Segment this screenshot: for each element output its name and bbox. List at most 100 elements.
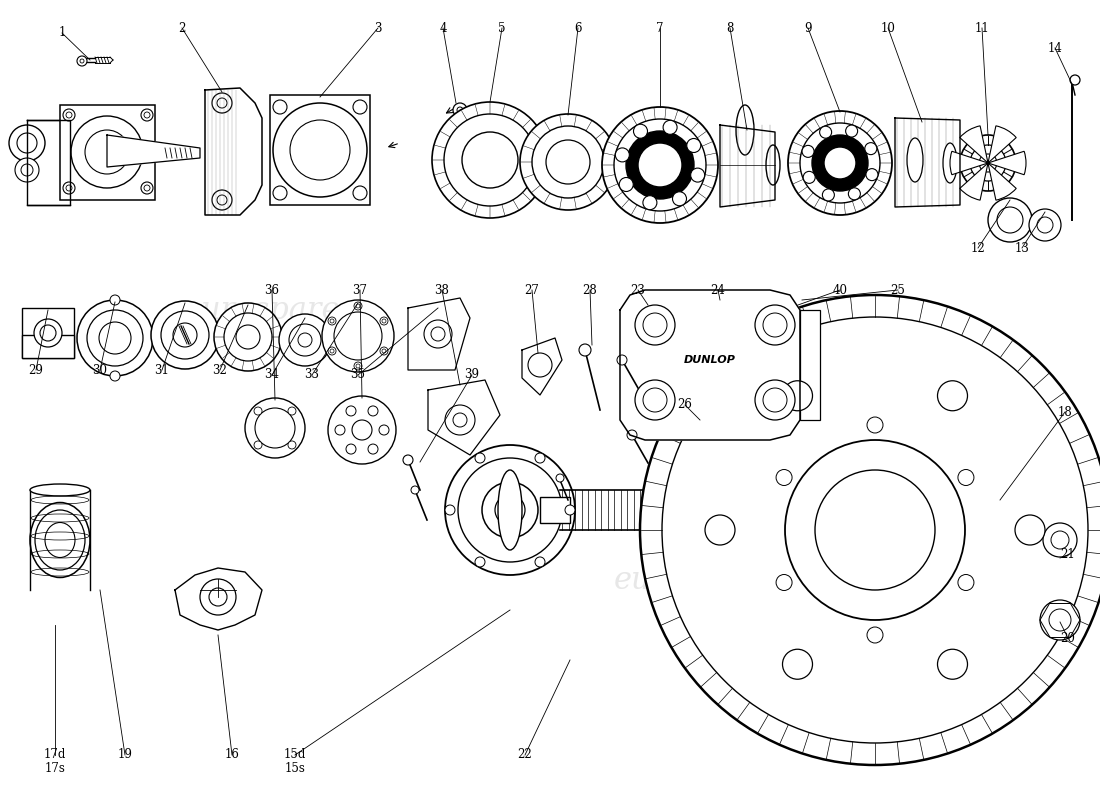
- Ellipse shape: [943, 143, 957, 183]
- Bar: [22, 308, 74, 358]
- Polygon shape: [428, 380, 501, 455]
- Circle shape: [346, 406, 356, 416]
- Circle shape: [110, 295, 120, 305]
- Circle shape: [1070, 75, 1080, 85]
- Circle shape: [209, 588, 227, 606]
- Text: 16: 16: [224, 749, 240, 762]
- Circle shape: [763, 388, 786, 412]
- Circle shape: [602, 107, 718, 223]
- Circle shape: [865, 142, 877, 154]
- Bar: [270, 95, 370, 205]
- Circle shape: [1043, 523, 1077, 557]
- Circle shape: [236, 325, 260, 349]
- Circle shape: [848, 188, 860, 200]
- Text: 4: 4: [439, 22, 447, 34]
- Circle shape: [672, 192, 686, 206]
- Polygon shape: [205, 88, 262, 215]
- Polygon shape: [408, 298, 470, 370]
- Circle shape: [224, 313, 272, 361]
- Text: 8: 8: [726, 22, 734, 34]
- Circle shape: [979, 154, 997, 172]
- Polygon shape: [522, 338, 562, 395]
- Circle shape: [846, 125, 858, 137]
- Polygon shape: [28, 120, 70, 205]
- Circle shape: [368, 406, 378, 416]
- Circle shape: [212, 93, 232, 113]
- Circle shape: [1049, 609, 1071, 631]
- Polygon shape: [107, 135, 200, 167]
- Circle shape: [379, 347, 388, 355]
- Circle shape: [579, 344, 591, 356]
- Circle shape: [614, 119, 706, 211]
- Text: 34: 34: [264, 369, 279, 382]
- Circle shape: [1028, 209, 1062, 241]
- Circle shape: [686, 138, 701, 153]
- Text: 23: 23: [630, 283, 646, 297]
- Text: 33: 33: [305, 369, 319, 382]
- Wedge shape: [960, 126, 988, 163]
- Circle shape: [382, 319, 386, 323]
- Circle shape: [336, 425, 345, 435]
- Circle shape: [217, 98, 227, 108]
- Text: 6: 6: [574, 22, 582, 34]
- Circle shape: [866, 169, 878, 181]
- Circle shape: [470, 105, 480, 115]
- Ellipse shape: [766, 145, 780, 185]
- Ellipse shape: [45, 522, 75, 558]
- Circle shape: [254, 441, 262, 449]
- Circle shape: [546, 140, 590, 184]
- Circle shape: [66, 112, 72, 118]
- Wedge shape: [950, 151, 988, 174]
- Circle shape: [958, 574, 974, 590]
- Circle shape: [379, 317, 388, 325]
- Circle shape: [255, 408, 295, 448]
- Text: 26: 26: [678, 398, 692, 411]
- Circle shape: [823, 189, 835, 201]
- Circle shape: [151, 301, 219, 369]
- Text: 18: 18: [1057, 406, 1072, 418]
- Text: 9: 9: [804, 22, 812, 34]
- Circle shape: [356, 364, 360, 368]
- Circle shape: [617, 355, 627, 365]
- Text: 10: 10: [881, 22, 895, 34]
- Circle shape: [970, 145, 1007, 181]
- Text: 11: 11: [975, 22, 989, 34]
- Circle shape: [298, 333, 312, 347]
- Text: 20: 20: [1060, 631, 1076, 645]
- Ellipse shape: [498, 470, 522, 550]
- Circle shape: [446, 405, 475, 435]
- Circle shape: [705, 515, 735, 545]
- Circle shape: [66, 185, 72, 191]
- Circle shape: [619, 178, 634, 191]
- Circle shape: [322, 300, 394, 372]
- Circle shape: [462, 132, 518, 188]
- Text: 38: 38: [434, 283, 450, 297]
- Circle shape: [626, 131, 694, 199]
- Circle shape: [638, 143, 682, 187]
- Text: 27: 27: [525, 283, 539, 297]
- Text: 15d: 15d: [284, 749, 306, 762]
- Circle shape: [72, 116, 143, 188]
- Circle shape: [16, 133, 37, 153]
- Circle shape: [691, 168, 705, 182]
- Text: 29: 29: [29, 363, 43, 377]
- Circle shape: [424, 320, 452, 348]
- Circle shape: [379, 425, 389, 435]
- Circle shape: [482, 482, 538, 538]
- Circle shape: [273, 103, 367, 197]
- Text: 36: 36: [264, 283, 279, 297]
- Circle shape: [1037, 217, 1053, 233]
- Circle shape: [635, 380, 675, 420]
- Circle shape: [960, 135, 1016, 191]
- Circle shape: [63, 182, 75, 194]
- Circle shape: [279, 314, 331, 366]
- Circle shape: [867, 417, 883, 433]
- Circle shape: [988, 198, 1032, 242]
- Text: 28: 28: [583, 283, 597, 297]
- Circle shape: [937, 650, 968, 679]
- Circle shape: [328, 317, 336, 325]
- Circle shape: [453, 413, 468, 427]
- Polygon shape: [720, 125, 775, 207]
- Polygon shape: [895, 118, 960, 207]
- Circle shape: [520, 114, 616, 210]
